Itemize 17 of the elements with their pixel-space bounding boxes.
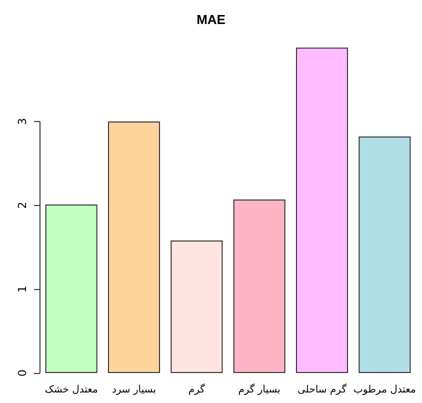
bar bbox=[108, 121, 160, 373]
bar bbox=[358, 136, 411, 373]
x-tick-label: گرم bbox=[188, 384, 206, 396]
y-tick-label: 2 bbox=[16, 202, 29, 209]
bar bbox=[45, 204, 98, 373]
x-tick-label: معتدل خشک bbox=[44, 384, 98, 396]
x-tick-label: معتدل مرطوب bbox=[354, 384, 416, 396]
x-tick-label: گرم ساحلی bbox=[298, 384, 347, 396]
bar bbox=[233, 199, 286, 373]
x-tick-label: بسیار سرد bbox=[112, 384, 156, 396]
x-tick-label: بسیار گرم bbox=[238, 384, 280, 396]
y-tick-label: 3 bbox=[16, 118, 29, 125]
bar bbox=[296, 48, 348, 373]
y-tick-label: 1 bbox=[16, 286, 29, 293]
bar bbox=[170, 240, 223, 373]
y-tick-label: 0 bbox=[16, 370, 29, 376]
chart-title: MAE bbox=[196, 12, 226, 27]
